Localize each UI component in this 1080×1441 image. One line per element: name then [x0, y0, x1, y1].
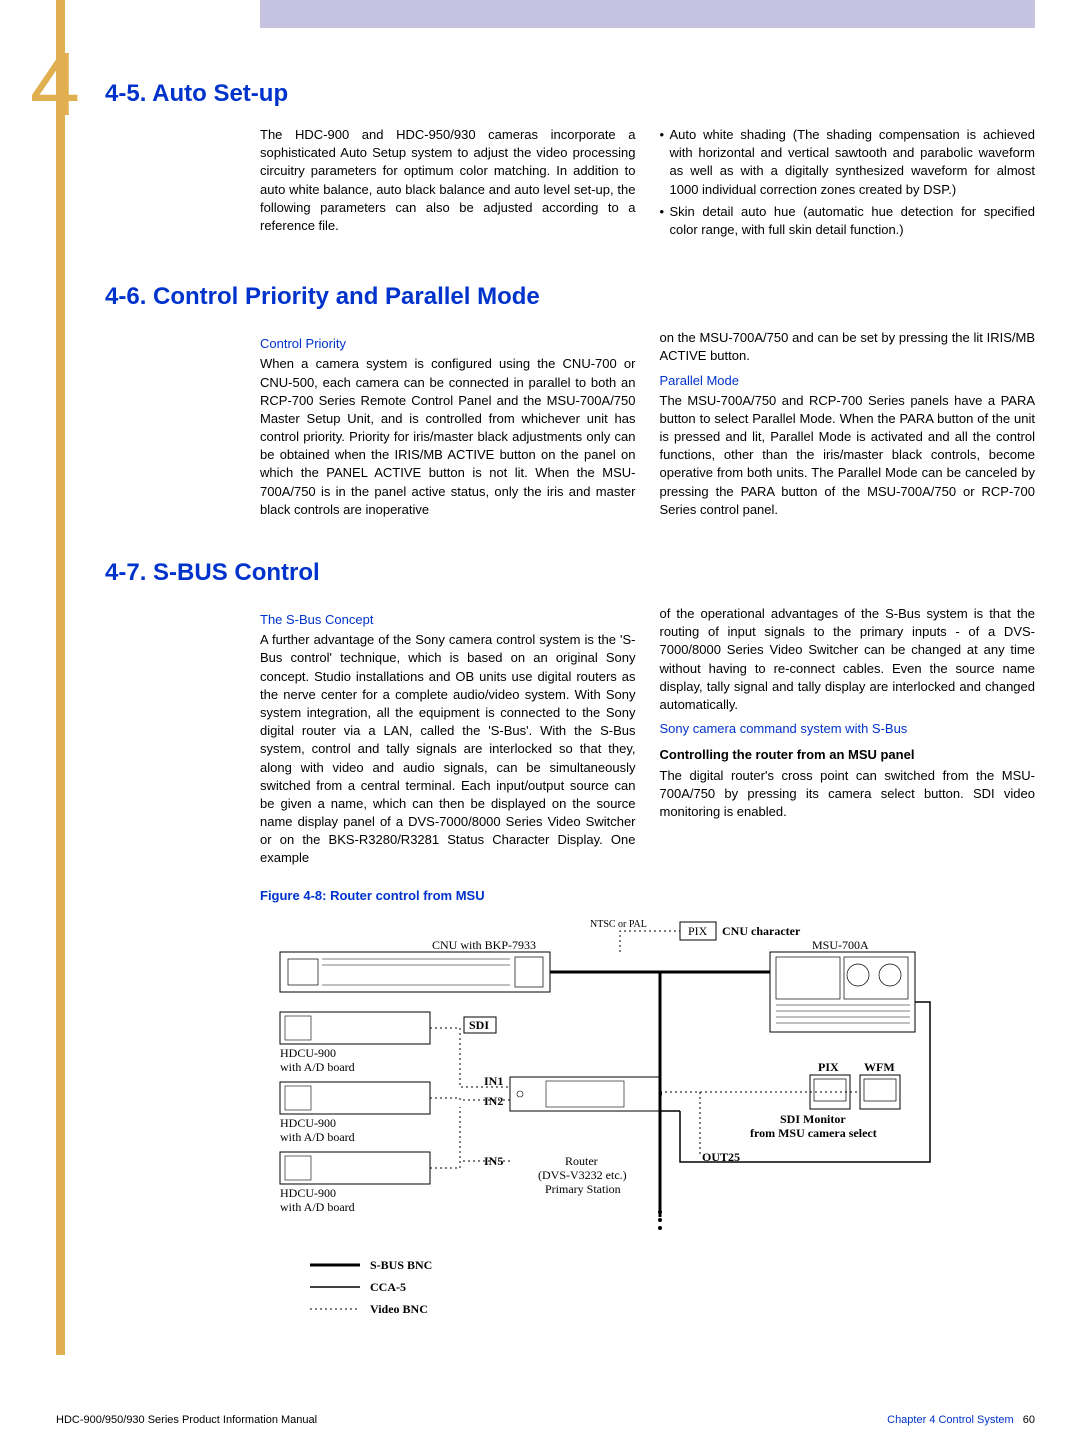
hdcu1-sub: with A/D board: [280, 1060, 355, 1074]
bullet-item: Auto white shading (The shading compensa…: [660, 126, 1036, 199]
section-45-right-col: Auto white shading (The shading compensa…: [660, 126, 1036, 243]
sony-cmd-head: Sony camera command system with S-Bus: [660, 720, 1036, 738]
in1-label: IN1: [484, 1074, 503, 1088]
video-bnc-legend: Video BNC: [370, 1302, 428, 1316]
page-number: 60: [1023, 1414, 1035, 1426]
section-47-title: 4-7. S-BUS Control: [105, 559, 1035, 587]
control-priority-cont: on the MSU-700A/750 and can be set by pr…: [660, 329, 1036, 365]
out25-label: OUT25: [702, 1150, 740, 1164]
cca5-legend: CCA-5: [370, 1280, 406, 1294]
cnu-bkp-label: CNU with BKP-7933: [432, 938, 536, 952]
sbus-concept-para: A further advantage of the Sony camera c…: [260, 631, 636, 867]
top-color-band: [260, 0, 1035, 28]
figure-caption: Figure 4-8: Router control from MSU: [260, 888, 1035, 903]
section-46-left-col: Control Priority When a camera system is…: [260, 329, 636, 519]
section-47-body: The S-Bus Concept A further advantage of…: [260, 605, 1035, 868]
hdcu1-label: HDCU-900: [280, 1046, 336, 1060]
section-45-body: The HDC-900 and HDC-950/930 cameras inco…: [260, 126, 1035, 243]
section-45-left-para: The HDC-900 and HDC-950/930 cameras inco…: [260, 126, 636, 235]
section-47-left-col: The S-Bus Concept A further advantage of…: [260, 605, 636, 868]
sbus-bnc-legend: S-BUS BNC: [370, 1258, 432, 1272]
sdi-label: SDI: [469, 1018, 489, 1032]
router-sub: (DVS-V3232 etc.): [538, 1168, 627, 1182]
sdi-mon-sub: from MSU camera select: [750, 1126, 877, 1140]
section-45-left-col: The HDC-900 and HDC-950/930 cameras inco…: [260, 126, 636, 243]
section-45-bullet-list: Auto white shading (The shading compensa…: [660, 126, 1036, 239]
section-46-right-col: on the MSU-700A/750 and can be set by pr…: [660, 329, 1036, 519]
footer-chapter: Chapter 4 Control System: [887, 1414, 1014, 1426]
footer-left: HDC-900/950/930 Series Product Informati…: [56, 1414, 317, 1426]
in2-label: IN2: [484, 1094, 503, 1108]
section-47-right-col: of the operational advantages of the S-B…: [660, 605, 1036, 868]
page: 4 4-5. Auto Set-up The HDC-900 and HDC-9…: [0, 0, 1080, 1441]
content: 4-5. Auto Set-up The HDC-900 and HDC-950…: [0, 0, 1080, 1367]
controlling-router-para: The digital router's cross point can swi…: [660, 767, 1036, 822]
hdcu3-sub: with A/D board: [280, 1200, 355, 1214]
control-priority-head: Control Priority: [260, 335, 636, 353]
sdi-mon-label: SDI Monitor: [780, 1112, 846, 1126]
parallel-mode-head: Parallel Mode: [660, 372, 1036, 390]
footer-right: Chapter 4 Control System 60: [887, 1414, 1035, 1426]
parallel-mode-para: The MSU-700A/750 and RCP-700 Series pane…: [660, 392, 1036, 519]
sbus-concept-head: The S-Bus Concept: [260, 611, 636, 629]
ntsc-pal-label: NTSC or PAL: [590, 919, 647, 930]
hdcu2-label: HDCU-900: [280, 1116, 336, 1130]
msu-label: MSU-700A: [812, 938, 869, 952]
sbus-concept-cont: of the operational advantages of the S-B…: [660, 605, 1036, 714]
bullet-item: Skin detail auto hue (automatic hue dete…: [660, 203, 1036, 239]
section-45-title: 4-5. Auto Set-up: [105, 80, 1035, 108]
primary-label: Primary Station: [545, 1182, 621, 1196]
hdcu2-sub: with A/D board: [280, 1130, 355, 1144]
pix-label: PIX: [688, 924, 708, 938]
section-46-title: 4-6. Control Priority and Parallel Mode: [105, 283, 1035, 311]
router-diagram: NTSC or PAL PIX CNU character CNU with B…: [260, 917, 960, 1337]
section-46-body: Control Priority When a camera system is…: [260, 329, 1035, 519]
hdcu3-label: HDCU-900: [280, 1186, 336, 1200]
pix-mon-label: PIX: [818, 1060, 839, 1074]
router-label: Router: [565, 1154, 598, 1168]
controlling-router-head: Controlling the router from an MSU panel: [660, 746, 1036, 764]
chapter-number: 4: [30, 34, 80, 137]
cnu-char-label: CNU character: [722, 924, 801, 938]
page-footer: HDC-900/950/930 Series Product Informati…: [56, 1414, 1035, 1426]
wfm-label: WFM: [864, 1060, 895, 1074]
left-accent-stripe: [56, 0, 65, 1355]
in5-label: IN5: [484, 1154, 503, 1168]
control-priority-para: When a camera system is configured using…: [260, 355, 636, 519]
